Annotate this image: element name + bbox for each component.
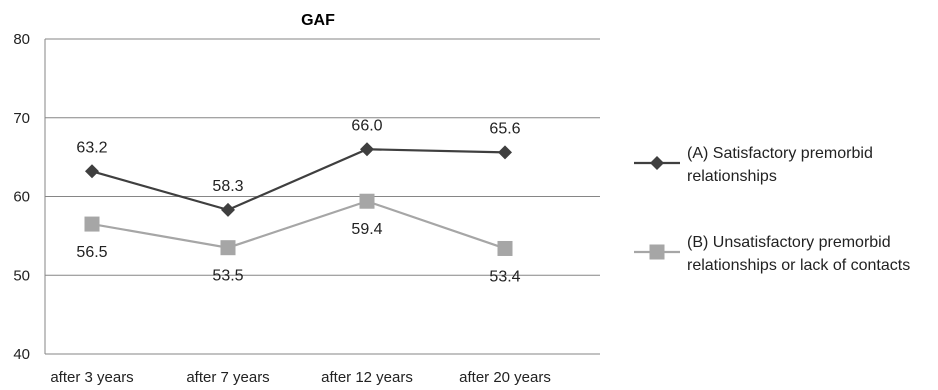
x-tick-label: after 3 years bbox=[50, 369, 133, 386]
x-tick-label: after 12 years bbox=[321, 369, 413, 386]
data-point-marker bbox=[84, 216, 100, 232]
data-point-marker bbox=[359, 193, 375, 209]
data-point-marker bbox=[498, 145, 512, 160]
data-point-marker bbox=[221, 202, 235, 217]
data-label: 66.0 bbox=[351, 117, 382, 134]
x-tick-label: after 20 years bbox=[459, 369, 551, 386]
data-label: 58.3 bbox=[212, 178, 243, 195]
legend-marker bbox=[649, 244, 665, 260]
gridlines bbox=[44, 38, 600, 355]
y-tick-label: 50 bbox=[13, 267, 30, 284]
data-point-marker bbox=[220, 240, 236, 256]
data-label: 65.6 bbox=[489, 120, 520, 137]
x-tick-label: after 7 years bbox=[186, 369, 269, 386]
series-layer: 63.2 58.3 66.0 65.6 56.5 53.5 59.4 53.4 bbox=[76, 117, 520, 285]
x-axis-ticks: after 3 years after 7 years after 12 years… bbox=[50, 369, 551, 386]
data-point-marker bbox=[497, 240, 513, 256]
y-tick-label: 60 bbox=[13, 189, 30, 206]
data-label: 53.5 bbox=[212, 268, 243, 285]
series-a: 63.2 58.3 66.0 65.6 bbox=[76, 117, 521, 217]
legend-label: (A) Satisfactory premorbid bbox=[687, 145, 873, 162]
data-label: 59.4 bbox=[351, 221, 382, 238]
y-tick-label: 40 bbox=[13, 346, 30, 363]
series-b: 56.5 53.5 59.4 53.4 bbox=[76, 193, 521, 285]
data-label: 63.2 bbox=[76, 139, 107, 156]
series-line bbox=[91, 148, 506, 212]
data-label: 56.5 bbox=[76, 244, 107, 261]
series-line bbox=[91, 200, 506, 250]
y-axis-ticks: 40 50 60 70 80 bbox=[13, 31, 30, 363]
data-point-marker bbox=[85, 164, 99, 179]
legend: (A) Satisfactory premorbidrelationships(… bbox=[634, 145, 910, 274]
chart-title: GAF bbox=[301, 12, 335, 29]
data-point-marker bbox=[360, 142, 374, 157]
legend-item-b: (B) Unsatisfactory premorbid relationship… bbox=[634, 234, 910, 274]
legend-label: relationships bbox=[687, 168, 777, 185]
legend-item-a: (A) Satisfactory premorbid relationships bbox=[634, 145, 873, 185]
data-label: 53.4 bbox=[489, 268, 520, 285]
y-tick-label: 70 bbox=[13, 110, 30, 127]
legend-label: relationships or lack of contacts bbox=[687, 257, 910, 274]
y-tick-label: 80 bbox=[13, 31, 30, 48]
legend-marker bbox=[650, 156, 664, 170]
legend-label: (B) Unsatisfactory premorbid bbox=[687, 234, 891, 251]
